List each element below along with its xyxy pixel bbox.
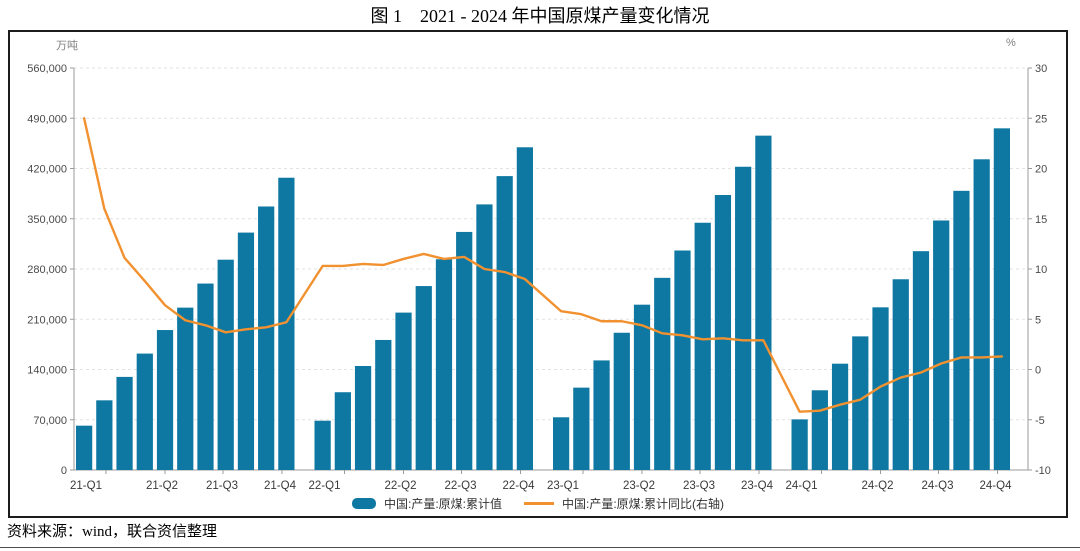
x-axis-tick-label: 23-Q1	[547, 480, 579, 492]
left-axis-tick-label: 560,000	[27, 63, 67, 75]
production-bar	[375, 339, 392, 470]
production-bar	[714, 195, 732, 470]
left-axis-tick-label: 140,000	[27, 365, 67, 377]
production-bar	[892, 279, 909, 470]
right-axis-tick-label: 30	[1035, 63, 1047, 75]
production-bar	[755, 135, 772, 470]
x-axis-tick-label: 24-Q3	[922, 480, 954, 492]
production-bar	[811, 390, 828, 470]
production-bar	[96, 400, 113, 470]
production-bar	[237, 232, 255, 470]
left-axis-tick-label: 420,000	[27, 164, 67, 176]
x-axis-tick-label: 22-Q3	[445, 480, 477, 492]
production-bar	[933, 220, 950, 470]
yoy-line	[82, 117, 1004, 413]
production-bar	[633, 304, 651, 470]
x-axis-tick-label: 24-Q1	[786, 480, 818, 492]
x-axis-tick-label: 23-Q4	[741, 480, 774, 492]
production-bar	[496, 176, 513, 471]
x-axis-tick-label: 21-Q4	[264, 480, 297, 492]
production-bar	[852, 336, 869, 470]
plot-area: 560,000 490,000 420,000 350,000 280,000 210,0…	[27, 63, 1051, 492]
right-axis-tick-label: 20	[1035, 164, 1047, 176]
production-bar	[395, 312, 412, 470]
legend-line-swatch-icon	[524, 502, 554, 505]
x-axis-tick-label: 22-Q2	[385, 480, 417, 492]
production-bar	[791, 419, 808, 470]
right-axis-tick-label: 0	[1035, 365, 1041, 377]
production-bar	[831, 363, 849, 470]
production-bar	[177, 307, 194, 470]
legend-bar-label: 中国:产量:原煤:累计值	[383, 497, 502, 511]
legend-bar-swatch-icon	[351, 498, 376, 509]
x-axis-tick-label: 21-Q2	[146, 480, 178, 492]
production-bar	[735, 166, 752, 470]
x-axis-tick-label: 24-Q4	[980, 480, 1013, 492]
figure-title: 图 1 2021 - 2024 年中国原煤产量变化情况	[370, 6, 710, 26]
left-axis-tick-label: 490,000	[27, 113, 67, 125]
production-bar	[993, 128, 1010, 470]
production-bar	[593, 360, 610, 470]
legend: 中国:产量:原煤:累计值 中国:产量:原煤:累计同比(右轴)	[10, 495, 1066, 512]
production-bar	[553, 417, 570, 470]
production-bar	[516, 147, 533, 470]
production-bar	[953, 190, 970, 470]
x-axis-tick-label: 21-Q3	[206, 480, 238, 492]
production-bar	[674, 250, 691, 470]
x-axis-tick-label: 23-Q2	[623, 480, 655, 492]
production-bar	[654, 277, 671, 470]
right-axis-unit-label: %	[1006, 37, 1016, 49]
production-bar	[314, 420, 331, 470]
production-bar	[278, 177, 295, 471]
production-bar	[613, 332, 630, 470]
production-bar	[136, 353, 153, 470]
x-axis-tick-label: 22-Q4	[503, 480, 536, 492]
left-axis-tick-label: 0	[61, 465, 67, 477]
left-axis-tick-label: 280,000	[27, 264, 67, 276]
production-bar	[354, 366, 372, 470]
left-axis-tick-label: 210,000	[27, 314, 67, 326]
production-bar	[694, 222, 711, 470]
legend-line-label: 中国:产量:原煤:累计同比(右轴)	[562, 497, 724, 511]
production-bar	[334, 392, 351, 470]
source-note: 资料来源：wind，联合资信整理	[7, 524, 218, 540]
right-axis-tick-label: 25	[1035, 113, 1047, 125]
production-bar	[415, 286, 432, 470]
left-axis-tick-label: 350,000	[27, 214, 67, 226]
x-axis-tick-label: 21-Q1	[70, 480, 102, 492]
left-axis-tick-label: 70,000	[33, 415, 67, 427]
right-axis-tick-label: -10	[1035, 465, 1051, 477]
right-axis-tick-label: 10	[1035, 264, 1047, 276]
production-bar	[156, 330, 174, 470]
production-bar	[258, 206, 275, 471]
right-axis-tick-label: 5	[1035, 314, 1041, 326]
x-axis-tick-label: 22-Q1	[309, 480, 341, 492]
production-bar	[217, 259, 234, 470]
production-bar	[973, 159, 990, 471]
x-axis-tick-label: 24-Q2	[862, 480, 894, 492]
left-axis-unit-label: 万吨	[56, 40, 78, 52]
production-bar	[456, 231, 473, 470]
right-axis-tick-label: 15	[1035, 214, 1047, 226]
production-bar	[116, 376, 133, 470]
production-bar	[912, 251, 930, 470]
bottom-divider	[0, 547, 1080, 548]
production-bar	[573, 387, 590, 470]
production-bar	[197, 283, 214, 470]
production-bar	[476, 204, 493, 470]
production-bar	[76, 425, 93, 470]
production-bar	[435, 259, 453, 470]
right-axis-tick-label: -5	[1035, 415, 1045, 427]
x-axis-tick-label: 23-Q3	[683, 480, 715, 492]
chart-frame: 万吨 % 560,000 490,000 420,000 350,000 280,000…	[8, 30, 1068, 518]
production-bar	[872, 307, 889, 470]
